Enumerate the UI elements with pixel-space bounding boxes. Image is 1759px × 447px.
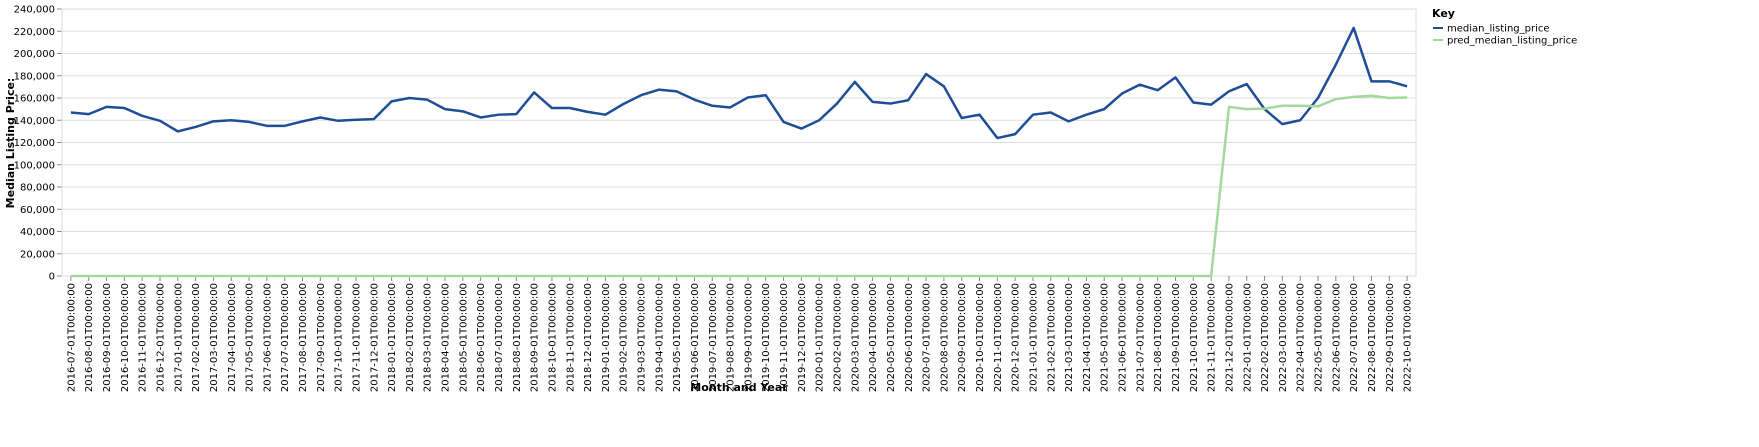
x-tick-label: 2019-05-01T00:00:00 [672, 283, 683, 392]
x-tick-label: 2018-12-01T00:00:00 [583, 283, 594, 392]
x-tick-label: 2021-11-01T00:00:00 [1207, 283, 1218, 392]
x-tick-label: 2017-08-01T00:00:00 [298, 283, 309, 392]
x-tick-label: 2016-12-01T00:00:00 [155, 283, 166, 392]
x-tick-label: 2016-08-01T00:00:00 [84, 283, 95, 392]
x-tick-label: 2021-04-01T00:00:00 [1082, 283, 1093, 392]
x-tick-label: 2017-03-01T00:00:00 [209, 283, 220, 392]
x-tick-label: 2022-04-01T00:00:00 [1296, 283, 1307, 392]
x-tick-label: 2017-02-01T00:00:00 [191, 283, 202, 392]
x-tick-label: 2018-03-01T00:00:00 [423, 283, 434, 392]
x-tick-label: 2016-07-01T00:00:00 [66, 283, 77, 392]
y-tick-label: 120,000 [14, 138, 55, 149]
x-tick-label: 2019-09-01T00:00:00 [743, 283, 754, 392]
y-tick-label: 200,000 [14, 49, 55, 60]
x-tick-label: 2016-09-01T00:00:00 [102, 283, 113, 392]
x-tick-label: 2019-12-01T00:00:00 [797, 283, 808, 392]
x-tick-label: 2020-11-01T00:00:00 [993, 283, 1004, 392]
x-tick-label: 2019-07-01T00:00:00 [708, 283, 719, 392]
y-tick-label: 20,000 [20, 249, 55, 260]
x-tick-label: 2020-12-01T00:00:00 [1011, 283, 1022, 392]
legend-label: pred_median_listing_price [1447, 36, 1577, 47]
y-tick-label: 40,000 [20, 227, 55, 238]
x-tick-label: 2019-03-01T00:00:00 [637, 283, 648, 392]
y-tick-label: 80,000 [20, 183, 55, 194]
x-tick-label: 2022-08-01T00:00:00 [1367, 283, 1378, 392]
x-tick-label: 2021-10-01T00:00:00 [1189, 283, 1200, 392]
x-tick-label: 2019-11-01T00:00:00 [779, 283, 790, 392]
x-tick-label: 2016-10-01T00:00:00 [120, 283, 131, 392]
x-tick-label: 2017-06-01T00:00:00 [262, 283, 273, 392]
x-tick-label: 2019-08-01T00:00:00 [726, 283, 737, 392]
x-tick-label: 2022-06-01T00:00:00 [1331, 283, 1342, 392]
x-tick-label: 2021-01-01T00:00:00 [1028, 283, 1039, 392]
x-tick-label: 2017-05-01T00:00:00 [245, 283, 256, 392]
x-tick-label: 2021-08-01T00:00:00 [1153, 283, 1164, 392]
x-tick-label: 2018-08-01T00:00:00 [512, 283, 523, 392]
x-tick-label: 2017-04-01T00:00:00 [227, 283, 238, 392]
x-tick-label: 2022-02-01T00:00:00 [1260, 283, 1271, 392]
x-tick-label: 2019-04-01T00:00:00 [654, 283, 665, 392]
y-axis-title: Median Listing Price: [4, 78, 17, 209]
x-tick-label: 2017-12-01T00:00:00 [369, 283, 380, 392]
x-tick-label: 2020-10-01T00:00:00 [975, 283, 986, 392]
x-tick-label: 2020-02-01T00:00:00 [832, 283, 843, 392]
x-tick-label: 2021-12-01T00:00:00 [1224, 283, 1235, 392]
y-tick-label: 100,000 [14, 160, 55, 171]
x-tick-label: 2018-11-01T00:00:00 [565, 283, 576, 392]
y-tick-label: 160,000 [14, 94, 55, 105]
legend-label: median_listing_price [1447, 24, 1550, 35]
y-tick-label: 0 [49, 272, 55, 283]
x-tick-label: 2019-02-01T00:00:00 [619, 283, 630, 392]
x-tick-label: 2020-05-01T00:00:00 [886, 283, 897, 392]
x-tick-label: 2019-10-01T00:00:00 [761, 283, 772, 392]
y-tick-label: 220,000 [14, 27, 55, 38]
x-tick-label: 2022-05-01T00:00:00 [1314, 283, 1325, 392]
x-axis-title: Month and Year [690, 381, 788, 394]
x-tick-label: 2020-09-01T00:00:00 [957, 283, 968, 392]
x-tick-label: 2018-02-01T00:00:00 [405, 283, 416, 392]
x-tick-label: 2018-06-01T00:00:00 [476, 283, 487, 392]
x-tick-label: 2018-07-01T00:00:00 [494, 283, 505, 392]
x-tick-label: 2020-06-01T00:00:00 [904, 283, 915, 392]
y-tick-label: 240,000 [14, 5, 55, 16]
x-tick-label: 2021-07-01T00:00:00 [1135, 283, 1146, 392]
y-tick-label: 140,000 [14, 116, 55, 127]
x-tick-label: 2021-05-01T00:00:00 [1100, 283, 1111, 392]
x-tick-label: 2020-07-01T00:00:00 [922, 283, 933, 392]
line-series [70, 94, 1408, 278]
x-tick-label: 2018-05-01T00:00:00 [458, 283, 469, 392]
x-tick-label: 2020-03-01T00:00:00 [850, 283, 861, 392]
x-tick-label: 2017-01-01T00:00:00 [173, 283, 184, 392]
x-tick-label: 2016-11-01T00:00:00 [138, 283, 149, 392]
x-tick-label: 2021-06-01T00:00:00 [1118, 283, 1129, 392]
x-tick-label: 2019-06-01T00:00:00 [690, 283, 701, 392]
y-tick-label: 180,000 [14, 71, 55, 82]
x-tick-label: 2017-11-01T00:00:00 [351, 283, 362, 392]
x-tick-label: 2019-01-01T00:00:00 [601, 283, 612, 392]
x-tick-label: 2018-04-01T00:00:00 [441, 283, 452, 392]
x-tick-label: 2022-07-01T00:00:00 [1349, 283, 1360, 392]
x-tick-label: 2021-02-01T00:00:00 [1046, 283, 1057, 392]
x-tick-label: 2017-10-01T00:00:00 [334, 283, 345, 392]
x-tick-label: 2021-09-01T00:00:00 [1171, 283, 1182, 392]
x-tick-label: 2022-01-01T00:00:00 [1242, 283, 1253, 392]
x-tick-label: 2020-04-01T00:00:00 [868, 283, 879, 392]
x-tick-label: 2017-09-01T00:00:00 [316, 283, 327, 392]
x-tick-label: 2018-09-01T00:00:00 [530, 283, 541, 392]
x-tick-label: 2018-10-01T00:00:00 [547, 283, 558, 392]
line-series [70, 26, 1408, 140]
x-tick-label: 2020-08-01T00:00:00 [939, 283, 950, 392]
x-tick-label: 2022-09-01T00:00:00 [1385, 283, 1396, 392]
x-tick-label: 2021-03-01T00:00:00 [1064, 283, 1075, 392]
y-tick-label: 60,000 [20, 205, 55, 216]
legend-title: Key [1432, 7, 1455, 20]
x-tick-label: 2022-03-01T00:00:00 [1278, 283, 1289, 392]
x-tick-label: 2020-01-01T00:00:00 [815, 283, 826, 392]
x-tick-label: 2022-10-01T00:00:00 [1403, 283, 1414, 392]
x-tick-label: 2018-01-01T00:00:00 [387, 283, 398, 392]
x-tick-label: 2017-07-01T00:00:00 [280, 283, 291, 392]
